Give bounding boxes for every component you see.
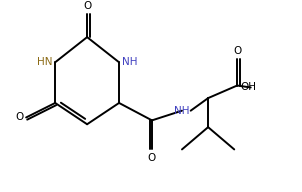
Text: O: O [83,1,91,11]
Text: O: O [148,153,156,163]
Text: NH: NH [174,106,190,116]
Text: HN: HN [37,57,52,67]
Text: O: O [15,113,23,122]
Text: O: O [233,46,241,56]
Text: NH: NH [122,57,137,67]
Text: OH: OH [240,82,256,93]
